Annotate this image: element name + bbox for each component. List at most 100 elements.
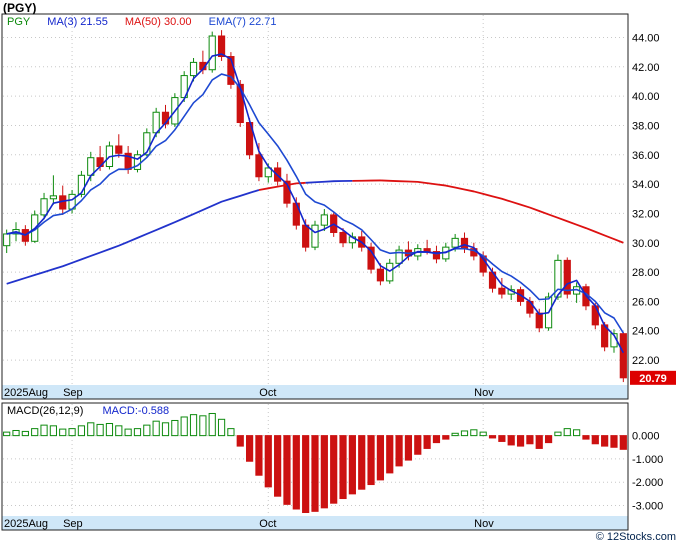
- candle-body: [49, 195, 57, 200]
- macd-bar: [470, 429, 478, 437]
- macd-bar: [376, 435, 385, 481]
- macd-bar: [320, 435, 328, 509]
- y-axis-label: 22.00: [632, 355, 660, 367]
- candle-body: [40, 198, 48, 216]
- macd-axis-label: -1.000: [632, 454, 663, 466]
- macd-bar: [161, 422, 170, 437]
- macd-bar: [535, 435, 543, 449]
- candle-body: [395, 249, 403, 264]
- candle-body: [208, 35, 216, 71]
- candle-body: [460, 237, 469, 250]
- macd-bar: [115, 425, 123, 437]
- macd-bar: [12, 429, 20, 437]
- macd-bar: [105, 423, 114, 437]
- macd-axis-label: -3.000: [632, 501, 663, 513]
- candle-body: [302, 224, 310, 248]
- candles-layer: [3, 30, 627, 383]
- macd-bar: [217, 418, 226, 437]
- y-axis-label: 34.00: [632, 179, 660, 191]
- macd-bar: [386, 435, 394, 474]
- macd-bar: [31, 428, 39, 437]
- macd-bar: [526, 435, 534, 445]
- macd-bar: [87, 422, 95, 437]
- macd-bar: [601, 435, 609, 447]
- candle-body: [189, 61, 198, 77]
- candle-body: [386, 262, 394, 282]
- candle-body: [115, 145, 123, 154]
- macd-bar: [582, 435, 590, 440]
- x-axis-month-label: 2025Aug: [4, 518, 48, 530]
- candle-body: [619, 333, 627, 379]
- candle-body: [367, 246, 375, 270]
- ma50-line: [305, 179, 353, 184]
- current-price-tag-text: 20.79: [639, 373, 667, 385]
- footer-credit[interactable]: © 12Stocks.com: [595, 531, 676, 543]
- month-axis-strip-macd: [2, 516, 628, 530]
- macd-bar: [180, 416, 188, 437]
- macd-bar: [311, 435, 319, 512]
- macd-bar: [96, 423, 104, 437]
- candle-body: [77, 174, 86, 195]
- macd-bar: [199, 415, 207, 437]
- macd-bar: [171, 419, 179, 437]
- x-axis-month-label: Sep: [63, 387, 83, 399]
- macd-bar: [339, 435, 347, 500]
- macd-axis-label: -2.000: [632, 477, 663, 489]
- macd-bar: [124, 428, 132, 437]
- macd-bar: [302, 435, 310, 514]
- candle-body: [236, 83, 244, 124]
- candle-body: [563, 259, 571, 295]
- macd-bar: [133, 428, 142, 437]
- macd-value-label: MACD:-0.588: [102, 405, 170, 417]
- candle-body: [320, 214, 328, 226]
- macd-bar: [143, 424, 151, 437]
- candle-body: [451, 237, 459, 248]
- macd-bar: [414, 435, 422, 455]
- macd-bar: [152, 420, 160, 437]
- candle-body: [311, 224, 319, 248]
- candle-body: [255, 154, 263, 178]
- macd-bar: [573, 429, 581, 437]
- macd-bar: [395, 435, 403, 467]
- legend-ema7: EMA(7) 22.71: [208, 16, 277, 28]
- candle-body: [554, 259, 562, 298]
- x-axis-month-label: Oct: [259, 518, 276, 530]
- ma3-line: [6, 53, 625, 354]
- candle-body: [535, 312, 543, 329]
- y-axis-label: 28.00: [632, 267, 660, 279]
- main-panel-border: [1, 13, 629, 400]
- macd-bar: [264, 435, 272, 488]
- macd-bar: [283, 435, 291, 505]
- macd-bar: [348, 435, 356, 495]
- legend-ma50: MA(50) 30.00: [124, 16, 192, 28]
- candle-body: [143, 132, 151, 156]
- macd-bar: [330, 435, 338, 504]
- y-axis-label: 32.00: [632, 208, 660, 220]
- macd-bar: [21, 430, 29, 437]
- current-price-tag: [630, 370, 676, 385]
- macd-bar: [460, 430, 469, 437]
- macd-bar: [59, 428, 67, 437]
- y-axis-label: 42.00: [632, 62, 660, 74]
- candle-body: [432, 251, 441, 260]
- macd-legend: MACD(26,12,9) MACD:-0.588: [7, 405, 169, 417]
- macd-bar: [274, 435, 282, 497]
- candle-body: [3, 233, 11, 247]
- candle-body: [339, 231, 347, 244]
- ma50-line: [6, 189, 260, 285]
- macd-bar: [563, 428, 571, 437]
- macd-bar: [292, 435, 300, 510]
- macd-bar: [3, 431, 11, 437]
- macd-bar: [488, 435, 497, 439]
- macd-bar: [367, 435, 375, 486]
- macd-bar: [68, 428, 76, 437]
- y-axis-label: 44.00: [632, 32, 660, 44]
- macd-bar: [189, 414, 198, 437]
- macd-bar: [227, 428, 235, 437]
- macd-bar: [498, 435, 506, 442]
- candle-body: [423, 248, 431, 253]
- page-title: (PGY): [3, 1, 37, 15]
- macd-bar: [40, 424, 48, 437]
- ma50-line: [352, 179, 624, 244]
